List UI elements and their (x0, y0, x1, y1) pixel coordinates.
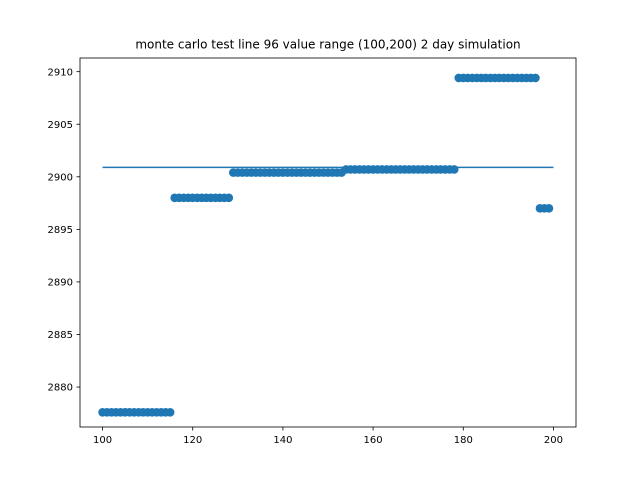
data-point (449, 165, 459, 174)
data-point (224, 193, 234, 203)
x-tick-label: 120 (183, 435, 202, 446)
y-tick-label: 2900 (48, 172, 73, 183)
x-tick-label: 160 (364, 435, 383, 446)
data-point (544, 204, 554, 213)
y-tick-label: 2890 (48, 278, 73, 289)
x-tick-label: 100 (93, 435, 112, 446)
y-tick-label: 2905 (48, 120, 73, 131)
data-marks (98, 73, 554, 417)
x-tick-label: 200 (544, 435, 563, 446)
chart-title: monte carlo test line 96 value range (10… (135, 38, 520, 52)
x-tick-label: 140 (273, 435, 292, 446)
data-point (531, 73, 540, 83)
y-tick-label: 2885 (48, 330, 73, 341)
data-point (165, 407, 175, 417)
axes-frame (79, 57, 577, 428)
axes: 100 120 140 160 180 200 2880 2885 2890 2895 2900 29… (48, 57, 577, 446)
y-tick-label: 2895 (48, 225, 73, 236)
x-tick-label: 180 (454, 435, 473, 446)
y-tick-label: 2910 (48, 67, 73, 78)
y-tick-label: 2880 (48, 383, 73, 394)
